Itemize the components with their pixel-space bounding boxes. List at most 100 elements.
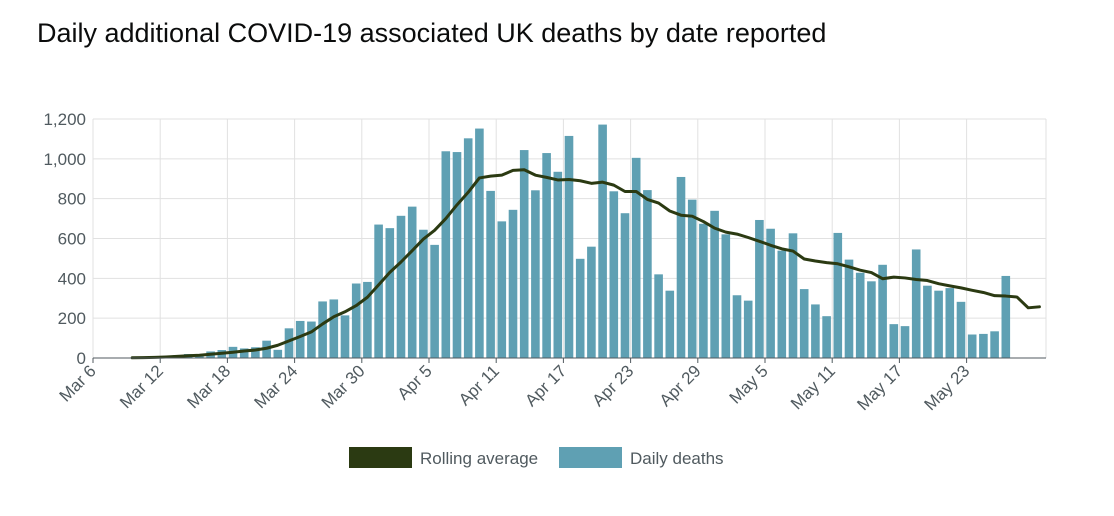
bar	[732, 295, 742, 358]
bar	[531, 190, 540, 358]
x-tick-label: Mar 18	[183, 361, 234, 412]
x-tick-label: Mar 24	[251, 361, 302, 412]
bar	[811, 304, 820, 358]
x-tick-label: Apr 29	[656, 361, 705, 410]
bar	[463, 138, 473, 358]
x-tick-label: Mar 6	[56, 361, 100, 405]
bar	[318, 301, 327, 358]
y-tick-label: 200	[58, 309, 86, 328]
legend-swatch-daily-deaths	[559, 447, 622, 468]
bar	[351, 283, 361, 358]
bar	[654, 274, 663, 358]
bar	[777, 250, 787, 358]
x-tick-label: May 11	[787, 361, 839, 413]
bar-series	[127, 124, 1011, 358]
bar	[743, 300, 753, 358]
bar	[374, 224, 383, 358]
bar	[407, 206, 417, 358]
bar	[1001, 275, 1011, 358]
bar	[385, 228, 395, 358]
bar	[295, 320, 305, 358]
x-tick-label: May 5	[726, 361, 772, 407]
bar	[631, 157, 641, 358]
bar	[665, 290, 675, 358]
bar	[587, 246, 596, 358]
bar	[755, 219, 764, 358]
bar	[855, 272, 865, 358]
bar	[844, 259, 854, 358]
bar	[441, 151, 451, 358]
x-tick-label: Apr 5	[394, 361, 436, 403]
bar	[945, 288, 955, 358]
bar	[788, 233, 798, 358]
x-tick-label: May 17	[853, 361, 906, 414]
bar	[329, 299, 339, 358]
rolling-average-line	[130, 168, 1041, 360]
bar	[990, 331, 999, 358]
bar	[889, 324, 899, 358]
bar	[284, 328, 294, 358]
x-tick-label: Apr 17	[521, 361, 570, 410]
x-tick-label: May 23	[921, 361, 974, 414]
x-tick-label: Apr 23	[589, 361, 638, 410]
bar	[699, 223, 708, 358]
bar	[273, 349, 283, 358]
legend: Rolling average Daily deaths	[349, 447, 724, 468]
bar	[419, 229, 428, 358]
bar	[643, 190, 652, 358]
line-series	[130, 168, 1041, 360]
legend-label-daily-deaths: Daily deaths	[630, 449, 724, 468]
bar	[396, 215, 406, 358]
bar	[363, 281, 372, 358]
bar	[542, 153, 551, 358]
bar	[575, 258, 585, 358]
y-axis: 0 200 400 600 800 1,000 1,200	[43, 110, 86, 368]
bar	[251, 347, 260, 358]
bar	[676, 176, 686, 358]
bar	[609, 191, 619, 358]
bar	[878, 264, 887, 358]
bar	[867, 281, 876, 358]
bar	[822, 316, 831, 358]
bar	[900, 326, 910, 358]
bar	[979, 333, 988, 358]
bar	[519, 150, 529, 358]
y-tick-label: 400	[58, 269, 86, 288]
x-tick-label: Apr 11	[455, 361, 503, 409]
bar	[475, 128, 484, 358]
y-tick-label: 1,000	[43, 150, 86, 169]
bar	[452, 152, 462, 358]
bar	[833, 232, 843, 358]
bar	[721, 234, 731, 358]
bar	[620, 213, 630, 358]
bar	[923, 285, 932, 358]
bar	[486, 190, 495, 358]
bar	[710, 210, 719, 358]
bar	[911, 249, 921, 358]
y-tick-label: 1,200	[43, 110, 86, 129]
bar	[598, 124, 607, 358]
bar	[766, 228, 775, 358]
bar	[239, 348, 249, 358]
bar	[799, 289, 809, 358]
x-tick-label: Mar 12	[116, 361, 167, 412]
bar	[508, 209, 518, 358]
bar	[307, 321, 316, 358]
x-tick-label: Mar 30	[318, 361, 369, 412]
bar	[497, 221, 507, 358]
legend-swatch-rolling-average	[349, 447, 412, 468]
bar	[564, 135, 574, 358]
y-tick-label: 0	[77, 349, 86, 368]
bar	[967, 334, 977, 358]
bar	[934, 290, 943, 358]
bar	[956, 301, 966, 358]
legend-label-rolling-average: Rolling average	[420, 449, 538, 468]
y-tick-label: 600	[58, 230, 86, 249]
bar	[340, 315, 350, 358]
bar	[430, 244, 439, 358]
bar	[687, 199, 697, 358]
y-tick-label: 800	[58, 190, 86, 209]
chart-title: Daily additional COVID-19 associated UK …	[37, 18, 827, 48]
bar	[553, 171, 563, 358]
